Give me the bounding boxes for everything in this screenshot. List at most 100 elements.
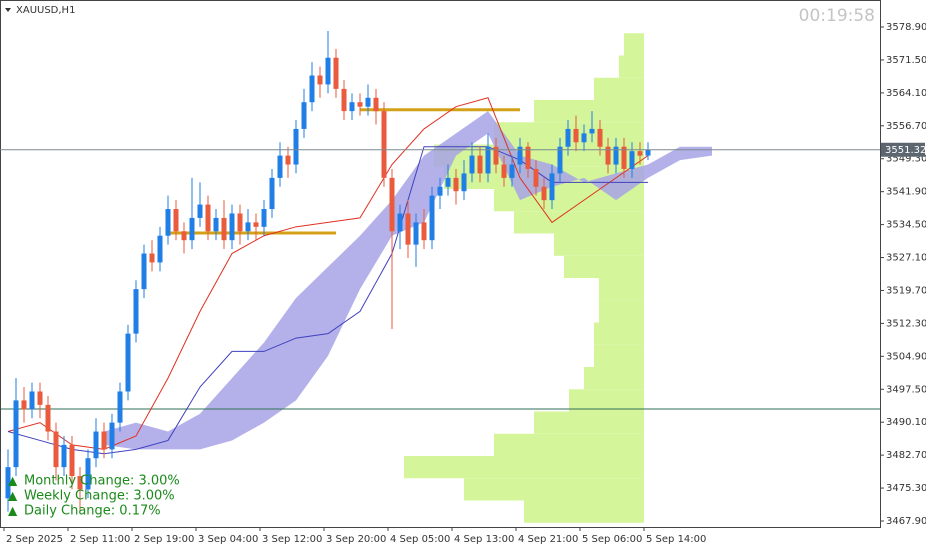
candle-body [229,213,235,241]
x-tick-label: 5 Sep 14:00 [646,534,706,545]
candle-body [573,128,579,143]
volume-profile-bar [494,433,644,457]
candle-body [429,195,435,241]
candle-body [205,204,211,232]
candle-body [341,88,347,112]
y-tick-label: 3475.30 [886,483,926,494]
candle-body [589,128,595,134]
volume-profile-bar [599,278,644,301]
menu-arrow[interactable] [5,8,11,12]
y-tick-label: 3482.70 [886,450,926,461]
candle-body [141,253,147,290]
candle-body [437,186,443,196]
candle-body [253,222,259,227]
candle-body [69,444,75,477]
y-tick-label: 3497.50 [886,384,926,395]
candle-body [509,164,515,178]
stat-text: Monthly Change: 3.00% [24,474,180,489]
candle-body [301,102,307,129]
candle-body [325,57,331,85]
x-tick-label: 3 Sep 20:00 [326,534,386,545]
candle-body [117,391,123,423]
indicator-line [7,97,649,450]
candle-body [485,146,491,174]
y-tick-label: 3571.50 [886,55,926,66]
symbol-title: XAUUSD,H1 [16,5,75,16]
candle-body [165,209,171,236]
y-tick-label: 3490.10 [886,417,926,428]
plot-border [0,0,881,528]
candle-body [469,155,475,174]
x-tick-label: 4 Sep 21:00 [518,534,578,545]
current-price-label: 3551.32 [885,145,926,156]
candle-body [317,75,323,85]
volume-profile-bar [534,411,644,434]
candle-body [517,146,523,165]
candle-body [77,476,83,490]
indicator-line [7,146,648,455]
volume-profile-bar [524,500,644,523]
y-tick-label: 3467.90 [886,516,926,527]
candle-body [29,391,35,410]
candle-body [245,222,251,232]
candle-body [629,151,635,169]
y-tick-label: 3534.50 [886,220,926,231]
volume-profile-bar [594,344,644,368]
x-tick-label: 4 Sep 05:00 [390,534,450,545]
candle-body [181,231,187,241]
candle-body [173,209,179,232]
candle-body [285,155,291,165]
candle-body [293,128,299,165]
volume-profile-bar [584,367,644,390]
candle-body [125,333,131,392]
y-tick-label: 3564.10 [886,88,926,99]
candle-body [269,177,275,210]
y-tick-label: 3556.70 [886,121,926,132]
candle-body [149,253,155,263]
candle-body [189,217,195,241]
candle-body [349,102,355,112]
candle-body [477,155,483,174]
candle-body [37,391,43,405]
candle-body [213,217,219,232]
candle-body [381,111,387,178]
candle-body [533,168,539,187]
candle-body [645,149,651,156]
candle-body [277,155,283,178]
y-tick-label: 3504.90 [886,351,926,362]
candle-body [85,458,91,490]
candle-body [237,213,243,232]
y-tick-label: 3549.30 [886,154,926,165]
candle-body [197,204,203,218]
volume-profile-bar [514,211,644,234]
candle-body [261,209,267,227]
candle-body [541,186,547,201]
candle-body [133,289,139,334]
candle-body [597,128,603,147]
y-tick-label: 3527.10 [886,253,926,264]
volume-profile-bar [624,33,644,56]
x-tick-label: 5 Sep 06:00 [582,534,642,545]
candle-body [13,400,19,468]
candle-body [333,57,339,89]
candle-body [5,467,11,499]
x-tick-label: 2 Sep 11:00 [70,534,130,545]
candle-body [45,404,51,432]
candle-body [605,146,611,165]
stat-arrow: ▲ [8,489,18,503]
x-tick-label: 3 Sep 12:00 [262,534,322,545]
y-tick-label: 3512.30 [886,318,926,329]
candle-body [101,431,107,450]
candle-body [613,146,619,165]
candle-body [405,213,411,245]
y-tick-label: 3578.90 [886,22,926,33]
candle-body [421,222,427,241]
candle-body [621,146,627,169]
candle-body [373,97,379,112]
x-tick-label: 4 Sep 13:00 [454,534,514,545]
candle-body [453,177,459,192]
candle-body [525,146,531,169]
volume-profile-bar [464,478,644,501]
volume-profile-bar [554,233,644,256]
x-tick-label: 3 Sep 04:00 [198,534,258,545]
